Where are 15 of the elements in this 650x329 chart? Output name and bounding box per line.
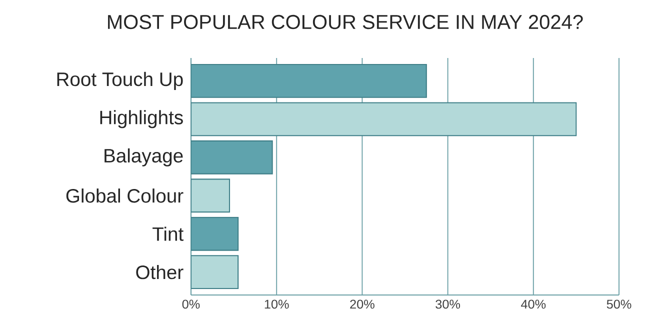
y-tick-label: Tint <box>152 226 184 241</box>
y-tick-label: Highlights <box>100 110 183 128</box>
bar <box>191 102 577 136</box>
x-tick-label: 10% <box>264 300 289 309</box>
x-tick-label: 20% <box>350 300 374 309</box>
y-tick-label: Root Touch Up <box>57 72 183 90</box>
x-tick-label: 50% <box>606 300 632 309</box>
y-tick-label: Other <box>136 264 184 280</box>
chart-title: MOST POPULAR COLOUR SERVICE IN MAY 2024? <box>108 14 583 30</box>
x-tick-label: 30% <box>436 300 460 309</box>
y-tick-label: Global Colour <box>66 188 184 203</box>
x-tick-label: 0% <box>182 300 200 309</box>
bar <box>191 178 230 213</box>
x-tick-label: 40% <box>521 300 546 309</box>
y-tick-label: Balayage <box>104 148 183 166</box>
